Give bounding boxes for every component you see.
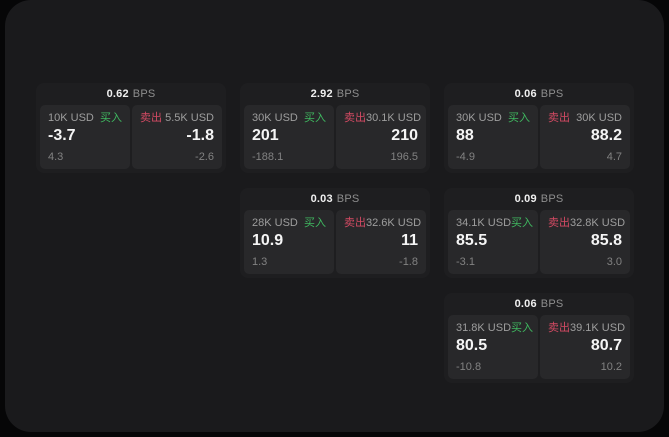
sell-delta: 196.5 (390, 151, 418, 163)
bps-unit: BPS (336, 88, 360, 100)
buy-tile[interactable]: 30K USD 买入 201 -188.1 (244, 105, 334, 169)
bps-header: 0.06 BPS (444, 83, 634, 105)
bps-header: 0.62 BPS (36, 83, 226, 105)
buy-amount: 30K USD (456, 112, 502, 124)
buy-tile[interactable]: 10K USD 买入 -3.7 4.3 (40, 105, 130, 169)
sell-amount: 5.5K USD (165, 112, 214, 124)
bps-unit: BPS (540, 88, 564, 100)
app-window: 0.62 BPS 10K USD 买入 -3.7 4.3 卖出 5.5K USD… (5, 0, 664, 432)
sell-price: 210 (391, 127, 418, 144)
bps-value: 2.92 (310, 88, 333, 100)
sell-amount: 32.8K USD (570, 217, 626, 229)
buy-delta: -4.9 (456, 151, 475, 163)
sell-amount: 32.6K USD (366, 217, 422, 229)
buy-tile[interactable]: 34.1K USD 买入 85.5 -3.1 (448, 210, 538, 274)
bps-value: 0.06 (514, 88, 537, 100)
sell-label: 卖出 (344, 217, 366, 229)
bps-value: 0.62 (106, 88, 129, 100)
bps-value: 0.09 (514, 193, 537, 205)
sell-delta: 10.2 (600, 361, 622, 373)
sell-delta: 4.7 (606, 151, 622, 163)
quote-card: 2.92 BPS 30K USD 买入 201 -188.1 卖出 30.1K … (240, 83, 430, 173)
buy-amount: 34.1K USD (456, 217, 512, 229)
sell-amount: 30K USD (576, 112, 622, 124)
buy-delta: -3.1 (456, 256, 475, 268)
bps-value: 0.06 (514, 298, 537, 310)
bps-unit: BPS (132, 88, 156, 100)
sell-label: 卖出 (548, 217, 570, 229)
buy-amount: 31.8K USD (456, 322, 512, 334)
bps-header: 0.06 BPS (444, 293, 634, 315)
buy-tile[interactable]: 30K USD 买入 88 -4.9 (448, 105, 538, 169)
sell-price: -1.8 (186, 127, 214, 144)
buy-tile[interactable]: 31.8K USD 买入 80.5 -10.8 (448, 315, 538, 379)
sell-label: 卖出 (140, 112, 162, 124)
bps-unit: BPS (540, 298, 564, 310)
buy-price: 88 (456, 127, 474, 144)
buy-tile[interactable]: 28K USD 买入 10.9 1.3 (244, 210, 334, 274)
sell-amount: 30.1K USD (366, 112, 422, 124)
sell-delta: -2.6 (195, 151, 214, 163)
buy-label: 买入 (100, 112, 122, 124)
bps-header: 0.09 BPS (444, 188, 634, 210)
quote-card: 0.09 BPS 34.1K USD 买入 85.5 -3.1 卖出 32.8K… (444, 188, 634, 278)
buy-price: 201 (252, 127, 279, 144)
buy-amount: 30K USD (252, 112, 298, 124)
sell-label: 卖出 (548, 112, 570, 124)
bps-value: 0.03 (310, 193, 333, 205)
buy-delta: 1.3 (252, 256, 268, 268)
buy-label: 买入 (508, 112, 530, 124)
sell-label: 卖出 (344, 112, 366, 124)
bps-header: 0.03 BPS (240, 188, 430, 210)
buy-price: -3.7 (48, 127, 76, 144)
bps-unit: BPS (336, 193, 360, 205)
sell-tile[interactable]: 卖出 32.8K USD 85.8 3.0 (540, 210, 630, 274)
quote-card: 0.62 BPS 10K USD 买入 -3.7 4.3 卖出 5.5K USD… (36, 83, 226, 173)
quote-card: 0.06 BPS 31.8K USD 买入 80.5 -10.8 卖出 39.1… (444, 293, 634, 383)
buy-price: 80.5 (456, 337, 488, 354)
buy-price: 85.5 (456, 232, 488, 249)
quote-card: 0.06 BPS 30K USD 买入 88 -4.9 卖出 30K USD 8… (444, 83, 634, 173)
sell-tile[interactable]: 卖出 30.1K USD 210 196.5 (336, 105, 426, 169)
sell-amount: 39.1K USD (570, 322, 626, 334)
sell-tile[interactable]: 卖出 32.6K USD 11 -1.8 (336, 210, 426, 274)
sell-price: 88.2 (590, 127, 622, 144)
sell-tile[interactable]: 卖出 30K USD 88.2 4.7 (540, 105, 630, 169)
sell-price: 80.7 (590, 337, 622, 354)
buy-label: 买入 (511, 322, 534, 334)
buy-price: 10.9 (252, 232, 284, 249)
bps-header: 2.92 BPS (240, 83, 430, 105)
buy-amount: 28K USD (252, 217, 298, 229)
sell-delta: 3.0 (606, 256, 622, 268)
buy-delta: -188.1 (252, 151, 284, 163)
buy-delta: 4.3 (48, 151, 64, 163)
buy-label: 买入 (511, 217, 534, 229)
sell-price: 85.8 (590, 232, 622, 249)
sell-delta: -1.8 (399, 256, 418, 268)
bps-unit: BPS (540, 193, 564, 205)
buy-label: 买入 (304, 112, 326, 124)
quote-card: 0.03 BPS 28K USD 买入 10.9 1.3 卖出 32.6K US… (240, 188, 430, 278)
sell-tile[interactable]: 卖出 39.1K USD 80.7 10.2 (540, 315, 630, 379)
buy-delta: -10.8 (456, 361, 482, 373)
buy-label: 买入 (304, 217, 326, 229)
buy-amount: 10K USD (48, 112, 94, 124)
sell-tile[interactable]: 卖出 5.5K USD -1.8 -2.6 (132, 105, 222, 169)
sell-label: 卖出 (548, 322, 570, 334)
sell-price: 11 (401, 232, 418, 249)
